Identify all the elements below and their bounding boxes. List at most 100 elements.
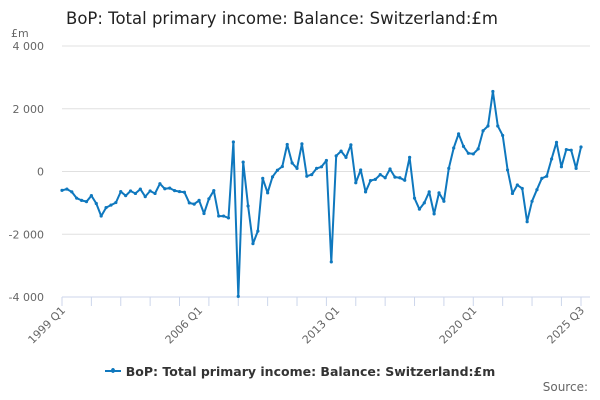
data-point[interactable] (143, 195, 147, 199)
data-point[interactable] (89, 194, 93, 198)
data-point[interactable] (246, 204, 250, 208)
data-point[interactable] (173, 189, 177, 193)
data-point[interactable] (447, 166, 451, 170)
data-point[interactable] (329, 260, 333, 264)
data-point[interactable] (540, 176, 544, 181)
data-point[interactable] (241, 160, 245, 164)
data-point[interactable] (221, 214, 226, 218)
data-point[interactable] (119, 189, 123, 194)
data-point[interactable] (349, 143, 353, 147)
data-point[interactable] (520, 186, 524, 191)
data-point[interactable] (535, 188, 539, 192)
data-point[interactable] (442, 199, 446, 203)
data-point[interactable] (412, 196, 417, 200)
data-point[interactable] (496, 124, 500, 128)
data-point[interactable] (217, 214, 221, 218)
data-point[interactable] (471, 152, 475, 156)
data-point[interactable] (192, 202, 196, 206)
data-point[interactable] (261, 176, 265, 181)
data-point[interactable] (266, 191, 270, 195)
data-point[interactable] (530, 199, 534, 203)
data-point[interactable] (94, 201, 98, 206)
data-point[interactable] (300, 142, 304, 146)
data-point[interactable] (236, 294, 240, 298)
data-point[interactable] (295, 166, 299, 170)
data-point[interactable] (378, 173, 382, 177)
data-point[interactable] (554, 140, 559, 144)
data-point[interactable] (231, 140, 235, 144)
data-point[interactable] (550, 157, 554, 161)
data-point[interactable] (177, 189, 182, 194)
data-point[interactable] (124, 194, 128, 198)
data-point[interactable] (354, 181, 358, 185)
data-point[interactable] (339, 149, 343, 153)
data-point[interactable] (393, 175, 397, 179)
data-point[interactable] (456, 132, 461, 136)
data-point[interactable] (207, 197, 211, 201)
data-point[interactable] (422, 201, 426, 205)
data-point[interactable] (182, 190, 187, 194)
data-point[interactable] (452, 146, 456, 150)
data-point[interactable] (403, 178, 407, 182)
data-point[interactable] (315, 166, 319, 170)
data-point[interactable] (383, 176, 387, 180)
data-point[interactable] (388, 167, 392, 171)
data-point[interactable] (545, 174, 549, 178)
data-point[interactable] (158, 182, 162, 186)
data-point[interactable] (138, 187, 142, 191)
data-point[interactable] (84, 200, 89, 204)
data-point[interactable] (398, 176, 402, 180)
data-point[interactable] (417, 207, 422, 211)
data-point[interactable] (324, 158, 328, 163)
data-point[interactable] (256, 229, 260, 233)
data-point[interactable] (344, 155, 348, 159)
data-point[interactable] (432, 212, 436, 216)
data-point[interactable] (212, 189, 216, 193)
data-point[interactable] (75, 196, 79, 200)
data-point[interactable] (334, 154, 338, 158)
data-point[interactable] (305, 174, 309, 178)
data-point[interactable] (99, 214, 103, 218)
data-point[interactable] (187, 201, 191, 205)
data-point[interactable] (505, 168, 510, 172)
data-series[interactable] (60, 89, 583, 298)
legend[interactable]: BoP: Total primary income: Balance: Swit… (0, 364, 600, 379)
data-point[interactable] (104, 205, 108, 210)
data-point[interactable] (363, 190, 368, 194)
data-point[interactable] (310, 173, 314, 177)
data-point[interactable] (148, 189, 152, 193)
data-point[interactable] (275, 168, 280, 172)
data-point[interactable] (501, 133, 505, 138)
data-point[interactable] (476, 147, 480, 151)
data-point[interactable] (168, 186, 172, 190)
data-point[interactable] (197, 198, 201, 202)
series-line[interactable] (61, 90, 582, 298)
data-point[interactable] (163, 187, 167, 191)
data-point[interactable] (373, 177, 377, 181)
data-point[interactable] (319, 165, 324, 169)
data-point[interactable] (65, 187, 69, 191)
data-point[interactable] (280, 164, 284, 169)
data-point[interactable] (564, 147, 568, 152)
data-point[interactable] (491, 89, 495, 94)
data-point[interactable] (574, 166, 578, 170)
data-point[interactable] (109, 203, 113, 207)
data-point[interactable] (466, 151, 470, 155)
data-point[interactable] (128, 189, 133, 193)
data-point[interactable] (515, 183, 519, 187)
data-point[interactable] (510, 191, 515, 196)
data-point[interactable] (437, 191, 441, 195)
data-point[interactable] (270, 175, 275, 179)
data-point[interactable] (481, 129, 485, 133)
data-point[interactable] (461, 144, 466, 148)
data-point[interactable] (226, 216, 231, 220)
data-point[interactable] (251, 242, 255, 246)
data-point[interactable] (579, 145, 583, 149)
data-point[interactable] (559, 165, 564, 169)
data-point[interactable] (202, 211, 206, 216)
data-point[interactable] (569, 148, 573, 152)
data-point[interactable] (359, 168, 363, 172)
data-point[interactable] (153, 191, 157, 196)
data-point[interactable] (525, 220, 529, 224)
data-point[interactable] (70, 190, 74, 194)
